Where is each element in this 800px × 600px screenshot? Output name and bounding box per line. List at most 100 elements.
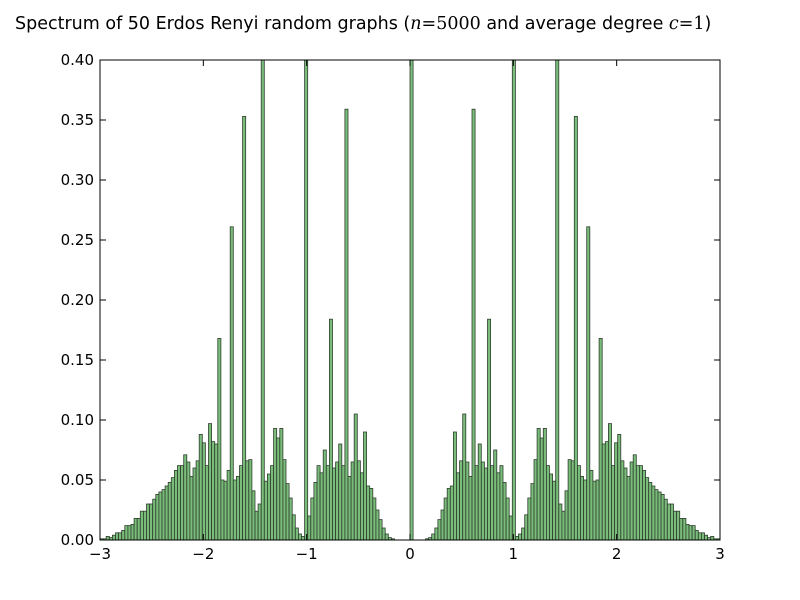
chart-title: Spectrum of 50 Erdos Renyi random graphs… bbox=[15, 14, 711, 34]
histogram-bar bbox=[282, 459, 287, 540]
histogram-bar bbox=[561, 510, 566, 540]
histogram-bar bbox=[183, 454, 188, 540]
histogram-bar bbox=[136, 518, 141, 540]
histogram-bar bbox=[589, 469, 594, 540]
histogram-bar bbox=[487, 318, 491, 540]
histogram-bar bbox=[124, 525, 129, 540]
x-tick-label: 3 bbox=[715, 545, 725, 563]
title-prefix: Spectrum of 50 Erdos Renyi random graphs… bbox=[15, 14, 411, 34]
x-tick-label: 2 bbox=[612, 545, 622, 563]
histogram-bar bbox=[316, 465, 321, 540]
histogram-bar bbox=[332, 467, 336, 540]
histogram-bar bbox=[158, 491, 163, 540]
histogram-bar bbox=[288, 497, 293, 540]
histogram-bar bbox=[483, 467, 488, 540]
histogram-bar bbox=[173, 469, 178, 540]
histogram-bar bbox=[201, 442, 206, 540]
histogram-bar bbox=[673, 510, 677, 540]
histogram-bar bbox=[459, 460, 464, 540]
histogram-bar bbox=[105, 536, 110, 540]
histogram-bar bbox=[266, 473, 271, 540]
histogram-bar bbox=[570, 460, 575, 540]
histogram-bar bbox=[577, 465, 581, 540]
histogram-bar bbox=[384, 533, 389, 540]
y-tick-label: 0.10 bbox=[61, 411, 94, 429]
histogram-bar bbox=[301, 536, 305, 540]
histogram-bar bbox=[369, 487, 374, 540]
histogram-bar bbox=[567, 459, 572, 540]
y-tick-label: 0.00 bbox=[61, 531, 94, 549]
histogram-bar bbox=[530, 483, 535, 540]
histogram-bar bbox=[694, 530, 699, 540]
axes-frame bbox=[99, 59, 721, 541]
histogram-bar bbox=[208, 423, 212, 540]
histogram-bar bbox=[549, 473, 553, 540]
histogram-bar bbox=[294, 527, 299, 540]
histogram-bar bbox=[592, 480, 597, 540]
histogram-bar bbox=[338, 443, 343, 540]
x-tick-label: −3 bbox=[89, 545, 111, 563]
histogram-bar bbox=[443, 497, 448, 540]
y-tick-label: 0.30 bbox=[61, 171, 94, 189]
histogram-bar bbox=[146, 503, 150, 540]
histogram-bar bbox=[632, 454, 637, 540]
histogram-bar bbox=[375, 509, 380, 540]
histogram-bar bbox=[133, 518, 138, 540]
histogram-bar bbox=[645, 477, 650, 540]
bars-group bbox=[100, 60, 720, 540]
histogram-bar bbox=[682, 518, 687, 540]
histogram-bar bbox=[676, 510, 681, 540]
histogram-bar bbox=[704, 534, 708, 540]
histogram-bar bbox=[359, 472, 364, 540]
x-tick-label: 0 bbox=[405, 545, 415, 563]
histogram-bar bbox=[521, 527, 526, 540]
y-tick-label: 0.05 bbox=[61, 471, 94, 489]
histogram-bar bbox=[232, 479, 237, 540]
histogram-bar bbox=[480, 461, 485, 540]
histogram-bar bbox=[245, 460, 250, 540]
histogram-bar bbox=[468, 475, 473, 540]
histogram-bar bbox=[465, 461, 470, 540]
histogram-bar bbox=[648, 481, 653, 540]
histogram-bar bbox=[685, 524, 690, 540]
histogram-bar bbox=[211, 441, 216, 540]
histogram-bar bbox=[118, 532, 123, 540]
histogram-bar bbox=[595, 479, 600, 540]
histogram-bar bbox=[620, 460, 625, 540]
histogram-bar bbox=[195, 460, 200, 540]
histogram-bar bbox=[515, 536, 519, 540]
histogram-bar bbox=[511, 60, 516, 540]
histogram-bar bbox=[186, 461, 191, 540]
histogram-bar bbox=[297, 533, 302, 540]
histogram-bar bbox=[381, 527, 386, 540]
histogram-bar bbox=[697, 532, 702, 540]
histogram-bar bbox=[239, 465, 243, 540]
histogram-bar bbox=[552, 480, 557, 540]
histogram-bar bbox=[434, 527, 439, 540]
histogram-bar bbox=[524, 514, 529, 540]
histogram-bar bbox=[614, 442, 619, 540]
histogram-bar bbox=[670, 503, 674, 540]
histogram-bar bbox=[198, 433, 203, 540]
histogram-bar bbox=[623, 467, 628, 540]
histogram-bar bbox=[679, 518, 684, 540]
histogram-bar bbox=[347, 475, 352, 540]
histogram-bar bbox=[474, 465, 479, 540]
histogram-bar bbox=[372, 497, 377, 540]
histogram-bar bbox=[601, 443, 606, 540]
histogram-bar bbox=[505, 497, 510, 540]
histogram-bar bbox=[164, 485, 169, 540]
title-n-eq: = bbox=[421, 14, 437, 34]
title-c-val: 1 bbox=[693, 14, 705, 34]
histogram-bar bbox=[626, 475, 631, 540]
histogram-bar bbox=[691, 525, 696, 540]
histogram-bar bbox=[242, 116, 247, 540]
histogram-bar bbox=[353, 413, 358, 540]
histogram-bar bbox=[223, 480, 228, 540]
histogram-bar bbox=[573, 116, 578, 540]
histogram-bar bbox=[142, 510, 147, 540]
histogram-bar bbox=[257, 503, 262, 540]
x-tick-label: 1 bbox=[509, 545, 519, 563]
histogram-bar bbox=[629, 461, 634, 540]
